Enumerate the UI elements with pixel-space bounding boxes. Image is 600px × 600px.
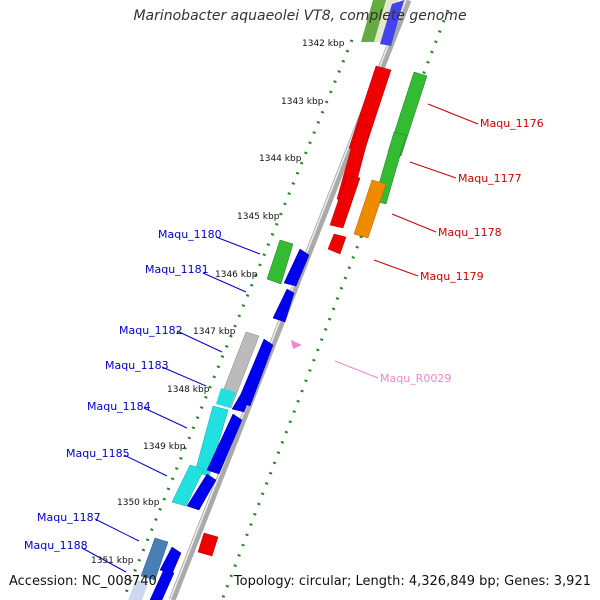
kbp-tick-label: 1348 kbp xyxy=(167,385,210,395)
gene-maqu-1185 xyxy=(186,473,217,511)
gene-maqu-1181 xyxy=(283,248,310,287)
kbp-tick-label: 1342 kbp xyxy=(302,39,345,49)
gene-maqu-1182-grey xyxy=(217,331,260,409)
kbp-tick-label: 1345 kbp xyxy=(237,212,280,222)
genome-summary-text: Topology: circular; Length: 4,326,849 bp… xyxy=(233,574,591,589)
gene-label-maqu-1178[interactable]: Maqu_1178 xyxy=(438,226,502,239)
gene-label-maqu-1182[interactable]: Maqu_1182 xyxy=(119,324,183,337)
kbp-tick-label: 1349 kbp xyxy=(143,442,186,452)
gene-maqu-1187-steel xyxy=(140,537,169,581)
gene-maqu-1183 xyxy=(231,393,250,413)
gene-label-maqu-1176[interactable]: Maqu_1176 xyxy=(480,117,544,130)
kbp-tick-label: 1350 kbp xyxy=(117,498,160,508)
gene-label-maqu-1179[interactable]: Maqu_1179 xyxy=(420,270,484,283)
gene-label-maqu-1181[interactable]: Maqu_1181 xyxy=(145,263,209,276)
gene-label-maqu-r0029[interactable]: Maqu_R0029 xyxy=(380,372,452,385)
forward-features xyxy=(197,0,428,557)
gene-block xyxy=(380,0,404,46)
gene-r0029 xyxy=(291,340,302,349)
kbp-tick-label: 1344 kbp xyxy=(259,154,302,164)
left-leader-lines xyxy=(81,236,261,573)
gene-label-maqu-1188[interactable]: Maqu_1188 xyxy=(24,539,88,552)
kbp-tick-label: 1343 kbp xyxy=(281,97,324,107)
gene-label-maqu-1177[interactable]: Maqu_1177 xyxy=(458,172,522,185)
page-title: Marinobacter aquaeolei VT8, complete gen… xyxy=(133,8,467,24)
accession-text: Accession: NC_008740 xyxy=(9,574,157,589)
gene-maqu-1180-green xyxy=(266,239,294,285)
gene-block xyxy=(272,288,295,323)
gene-maqu-1178 xyxy=(329,174,361,229)
inner-tick-ring xyxy=(121,39,354,600)
kbp-tick-label: 1347 kbp xyxy=(193,327,236,337)
gene-label-maqu-1187[interactable]: Maqu_1187 xyxy=(37,511,101,524)
gene-label-maqu-1185[interactable]: Maqu_1185 xyxy=(66,447,130,460)
kbp-tick-label: 1346 kbp xyxy=(215,270,258,280)
gene-maqu-1182 xyxy=(237,338,274,407)
gene-label-maqu-1183[interactable]: Maqu_1183 xyxy=(105,359,169,372)
gene-label-maqu-1184[interactable]: Maqu_1184 xyxy=(87,400,151,413)
right-leader-lines xyxy=(334,103,479,379)
gene-block xyxy=(128,580,148,600)
reverse-features xyxy=(128,239,310,600)
gene-maqu-1183-cyan xyxy=(216,388,236,408)
gene-maqu-1178-orange xyxy=(353,179,387,239)
gene-maqu-1184 xyxy=(206,413,243,475)
gene-maqu-1179 xyxy=(327,233,347,255)
gene-label-maqu-1180[interactable]: Maqu_1180 xyxy=(158,228,222,241)
gene-maqu-1185-cyan xyxy=(171,464,205,507)
kbp-tick-label: 1351 kbp xyxy=(91,556,134,566)
gene-block xyxy=(197,532,219,557)
gene-block xyxy=(149,566,175,600)
